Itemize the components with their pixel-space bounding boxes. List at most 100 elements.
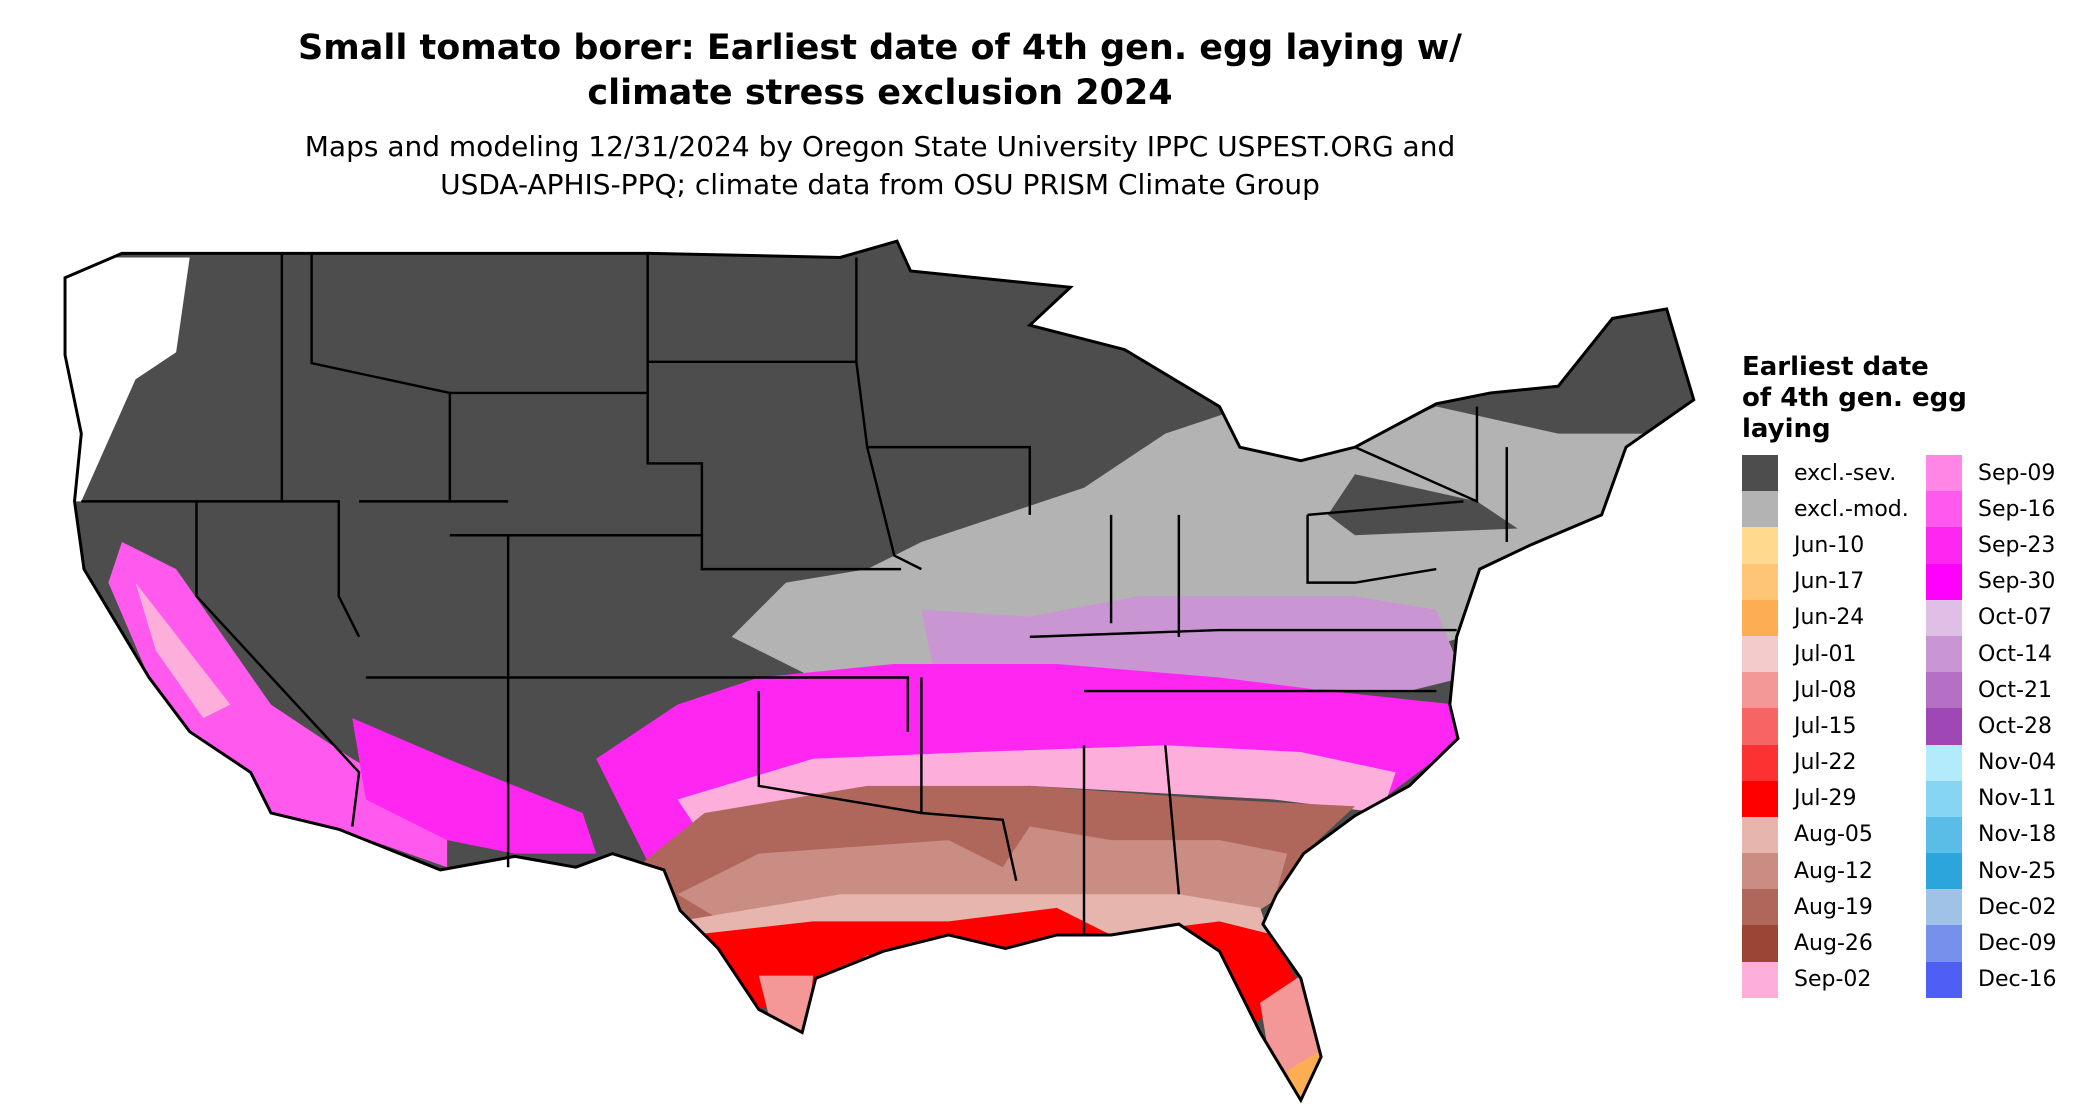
legend-swatch [1926, 780, 1962, 817]
legend-swatch [1742, 672, 1778, 709]
legend-item: Sep-09 [1926, 455, 2057, 492]
legend-item: Jul-29 [1742, 780, 1909, 817]
legend-swatch [1926, 672, 1962, 709]
legend-label: Jul-01 [1794, 641, 1857, 667]
region-central-valley [135, 582, 231, 719]
legend-swatch [1926, 708, 1962, 745]
legend-item: Nov-18 [1926, 816, 2057, 854]
legend-label: Oct-28 [1978, 713, 2052, 739]
legend-label: Sep-16 [1978, 496, 2056, 522]
map-subtitle-line-2: USDA-APHIS-PPQ; climate data from OSU PR… [440, 168, 1320, 201]
legend-label: Oct-07 [1978, 605, 2052, 631]
legend-item: Jul-08 [1742, 672, 1909, 709]
legend-item: Nov-25 [1926, 853, 2057, 890]
legend-label: Sep-23 [1978, 532, 2056, 558]
legend-swatch [1742, 599, 1778, 636]
legend-swatch [1926, 635, 1962, 673]
legend-swatch [1926, 889, 1962, 926]
legend-item: Sep-23 [1926, 527, 2057, 564]
legend-label: Jul-29 [1794, 786, 1857, 812]
legend-swatch [1926, 853, 1962, 890]
map-fill [65, 241, 1694, 1101]
map-title-line-2: climate stress exclusion 2024 [587, 73, 1173, 113]
legend-label: Jun-24 [1794, 605, 1865, 631]
legend-title-line: of 4th gen. egg [1742, 383, 1967, 413]
legend-swatch [1926, 599, 1962, 636]
legend-label: Sep-09 [1978, 460, 2056, 486]
state-borders [81, 253, 1508, 935]
legend-item: Aug-05 [1742, 816, 1909, 854]
legend-label: Nov-04 [1978, 750, 2057, 776]
legend-swatch [1742, 744, 1778, 781]
legend-swatch [1742, 889, 1778, 926]
region-sep-23 [596, 663, 1464, 868]
legend-swatch [1742, 816, 1778, 854]
legend-swatch [1926, 925, 1962, 962]
legend-item: Aug-12 [1742, 853, 1909, 890]
legend-swatch [1926, 961, 1962, 998]
legend-label: Sep-30 [1978, 569, 2056, 595]
legend-item: Oct-21 [1926, 672, 2057, 709]
legend-swatch [1742, 455, 1778, 492]
legend-item: Sep-16 [1926, 491, 2057, 528]
legend-swatch [1926, 527, 1962, 564]
legend-label: Jun-10 [1794, 532, 1865, 558]
legend-label: Dec-02 [1978, 894, 2057, 920]
legend-label: Oct-14 [1978, 641, 2052, 667]
legend-label: Jul-08 [1794, 677, 1857, 703]
legend-swatch [1742, 635, 1778, 673]
legend-swatch [1742, 708, 1778, 745]
legend-item: Nov-11 [1926, 780, 2057, 817]
legend-label: Dec-09 [1978, 931, 2057, 957]
legend-swatch [1926, 455, 1962, 492]
region-arizona [352, 718, 597, 854]
legend-swatch [1926, 816, 1962, 854]
legend-title-line: Earliest date [1742, 352, 1929, 382]
legend-label: excl.-mod. [1794, 496, 1909, 522]
legend-label: Jul-22 [1794, 750, 1857, 776]
region-jul-29 [691, 907, 1301, 1030]
region-west-coast [65, 257, 190, 502]
region-sep-02 [677, 745, 1396, 841]
legend-column-1: excl.-sev. excl.-mod. Jun-10 Jun-17 Jun-24 Ju… [1742, 455, 1909, 998]
legend-item: Aug-26 [1742, 925, 1909, 962]
legend-label: Dec-16 [1978, 967, 2057, 993]
legend-item: Dec-02 [1926, 889, 2057, 926]
legend-swatch [1926, 491, 1962, 528]
legend-label: Nov-11 [1978, 786, 2057, 812]
legend-label: Nov-18 [1978, 822, 2057, 848]
legend-item: Dec-16 [1926, 961, 2057, 998]
legend-item: Jul-15 [1742, 708, 1909, 745]
legend-label: Sep-02 [1794, 967, 1872, 993]
legend-label: Jun-17 [1794, 569, 1865, 595]
legend-swatch [1742, 491, 1778, 528]
map-subtitle-line-1: Maps and modeling 12/31/2024 by Oregon S… [304, 130, 1456, 163]
legend-swatch [1926, 744, 1962, 781]
legend-item: Aug-19 [1742, 889, 1909, 926]
region-excl-mod [731, 406, 1694, 678]
legend-title: Earliest date of 4th gen. egg laying [1742, 352, 1967, 445]
legend-item: Jul-22 [1742, 744, 1909, 781]
legend-item: Oct-14 [1926, 635, 2057, 673]
legend-item: Jun-10 [1742, 527, 1909, 564]
map-title-line-1: Small tomato borer: Earliest date of 4th… [298, 28, 1462, 68]
legend-item: Jun-24 [1742, 599, 1909, 636]
legend-swatch [1742, 563, 1778, 600]
legend-swatch [1742, 853, 1778, 890]
legend-item: Nov-04 [1926, 744, 2057, 781]
legend-item: Dec-09 [1926, 925, 2057, 962]
legend-item: Oct-07 [1926, 599, 2057, 636]
legend-swatch [1742, 925, 1778, 962]
legend-swatch [1742, 527, 1778, 564]
legend-swatch [1742, 780, 1778, 817]
legend-label: Aug-12 [1794, 858, 1873, 884]
legend-swatch [1926, 563, 1962, 600]
legend-item: Sep-02 [1742, 961, 1909, 998]
legend-label: excl.-sev. [1794, 460, 1897, 486]
legend-label: Nov-25 [1978, 858, 2057, 884]
legend-item: Jul-01 [1742, 635, 1909, 673]
legend-column-2: Sep-09 Sep-16 Sep-23 Sep-30 Oct-07 Oct-14 Oct-… [1926, 455, 2057, 998]
legend-item: Sep-30 [1926, 563, 2057, 600]
legend-title-line: laying [1742, 414, 1831, 444]
